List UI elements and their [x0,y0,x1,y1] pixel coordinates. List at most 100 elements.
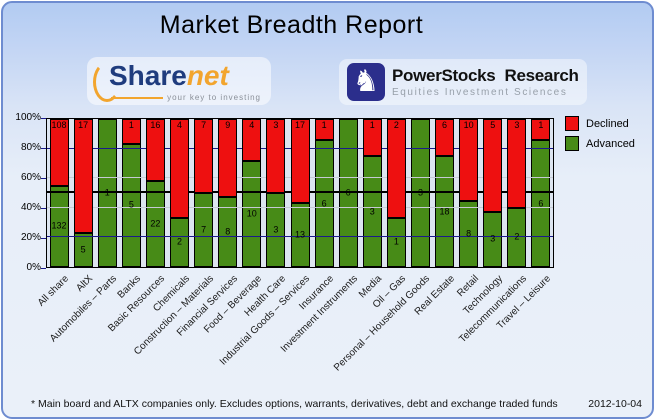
y-axis-label: 0% [26,262,41,273]
legend-item: Declined [565,116,635,131]
declined-value-label: 16 [150,120,161,130]
sharenet-logo: Sharenet your key to investing [87,57,271,105]
bar-advanced-segment [314,140,334,267]
declined-value-label: 108 [51,120,67,130]
advanced-value-label: 5 [128,199,134,210]
bar-declined-segment [435,119,455,156]
advanced-value-label: 2 [177,236,183,247]
bar-declined-segment [314,119,334,141]
advanced-value-label: 1 [393,236,399,247]
bar-declined-segment [49,119,69,186]
bar-declined-segment [531,119,551,141]
advanced-value-label: 7 [201,224,207,235]
y-axis-label: 100% [15,112,41,123]
sharenet-swoosh-icon [93,62,121,102]
declined-value-label: 7 [201,120,207,130]
bar-advanced-segment [531,140,551,267]
bar-advanced-segment [290,202,310,267]
advanced-value-label: 3 [490,233,496,244]
advanced-value-label: 1 [104,187,110,198]
bar-declined-segment [218,119,238,198]
y-axis-tick [41,118,46,119]
advanced-value-label: 2 [514,231,520,242]
bar-declined-segment [170,119,190,218]
y-axis-tick [41,208,46,209]
powerstocks-tagline: Equities Investment Sciences [392,87,568,98]
bar-advanced-segment [97,119,117,267]
bar-declined-segment [194,119,214,193]
plot-area: 108 132 17 5 1 1 5 16 22 4 2 7 7 9 8 4 10 3 3 17 13 1 6 6 1 3 2 1 3 6… [46,118,554,268]
bar-advanced-segment [73,233,93,267]
declined-value-label: 10 [463,120,474,130]
gridline-20 [47,236,553,238]
bar: 108 132 [49,119,69,267]
y-axis-tick [41,178,46,179]
advanced-value-label: 132 [51,220,67,231]
bar-declined-segment [483,119,503,212]
bar: 17 13 [290,119,310,267]
declined-value-label: 5 [490,120,496,130]
advanced-value-label: 8 [466,228,472,239]
bar-advanced-segment [218,197,238,267]
bar: 1 [97,119,117,267]
bar-advanced-segment [145,181,165,267]
knight-icon: ♞ [347,63,385,101]
y-axis-label: 20% [20,232,41,243]
declined-value-label: 17 [294,120,305,130]
bar-advanced-segment [170,217,190,267]
bar: 3 [410,119,430,267]
declined-value-label: 4 [177,120,183,130]
advanced-value-label: 3 [417,187,423,198]
bar-declined-segment [145,119,165,182]
footer: * Main board and ALTX companies only. Ex… [31,398,642,410]
sharenet-wordmark: Sharenet [109,59,229,93]
gridline-40 [47,206,553,208]
bar-advanced-segment [338,119,358,267]
y-axis-tick [41,268,46,269]
powerstocks-logo: ♞ PowerStocks Research Equities Investmen… [339,59,587,105]
bar-declined-segment [121,119,141,144]
bar-advanced-segment [194,193,214,267]
y-axis-label: 60% [20,172,41,183]
legend-label: Declined [586,117,629,130]
bar-declined-segment [507,119,527,208]
bar: 6 18 [435,119,455,267]
bar-advanced-segment [49,185,69,267]
sharenet-text-primary: Share [109,60,187,91]
advanced-value-label: 8 [225,226,231,237]
y-axis-label: 80% [20,142,41,153]
declined-value-label: 4 [249,120,255,130]
bar-declined-segment [290,119,310,203]
declined-value-label: 3 [273,120,279,130]
bar: 6 [338,119,358,267]
sharenet-tagline: your key to investing [167,93,261,102]
bar-advanced-segment [386,217,406,267]
bar-advanced-segment [459,201,479,267]
bar-declined-segment [362,119,382,156]
bar-declined-segment [386,119,406,218]
advanced-value-label: 6 [321,198,327,209]
advanced-value-label: 6 [538,198,544,209]
declined-value-label: 6 [442,120,448,130]
advanced-value-label: 13 [294,229,305,240]
bar-advanced-segment [483,211,503,267]
sharenet-text-secondary: net [186,60,229,91]
powerstocks-textblock: PowerStocks Research Equities Investment … [392,66,579,98]
bar-declined-segment [73,119,93,234]
bar-advanced-segment [435,156,455,267]
powerstocks-name-right: Research [504,66,579,85]
sharenet-tagline-rule [111,96,164,99]
advanced-value-label: 18 [439,206,450,216]
y-axis-tick [41,148,46,149]
powerstocks-name-left: PowerStocks [392,66,496,85]
bar: 4 10 [242,119,262,267]
declined-value-label: 1 [538,120,544,130]
bar: 16 22 [145,119,165,267]
report-date: 2012-10-04 [588,398,642,410]
